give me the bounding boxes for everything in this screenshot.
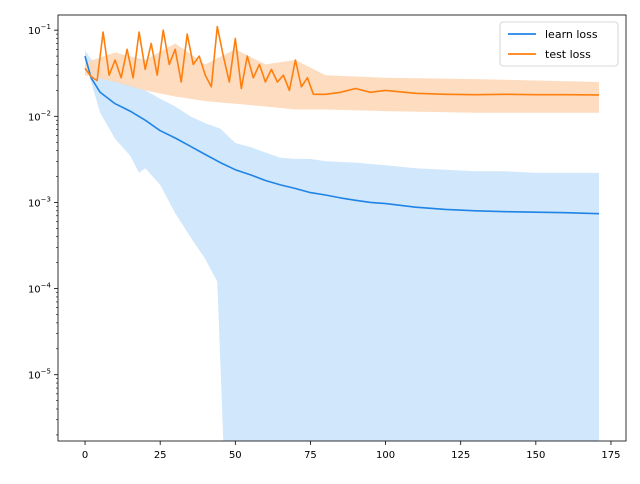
legend-box <box>499 21 619 67</box>
x-tick-label: 100 <box>376 450 395 461</box>
line-test-loss <box>84 25 600 96</box>
x-tick-label: 25 <box>154 450 167 461</box>
y-tick-label: 10−2 <box>28 109 51 123</box>
legend-label: learn loss <box>545 28 598 41</box>
y-tick-label: 10−4 <box>28 282 52 296</box>
y-tick-label: 10−3 <box>28 195 51 209</box>
x-tick-label: 75 <box>304 450 317 461</box>
legend: learn loss test loss <box>499 21 619 67</box>
confidence-bands <box>85 43 599 441</box>
y-tick-label: 10−5 <box>28 368 51 382</box>
x-tick-label: 150 <box>526 450 545 461</box>
axes: 0 25 50 75 100 125 150 175 10−5 10−4 10−3 10−2 10−1 <box>28 14 627 461</box>
line-learn-loss <box>84 55 600 215</box>
y-tick-label: 10−1 <box>28 23 51 37</box>
x-tick-label: 50 <box>229 450 242 461</box>
x-tick-label: 0 <box>82 450 88 461</box>
x-tick-label: 175 <box>601 450 620 461</box>
x-tick-label: 125 <box>451 450 470 461</box>
plot-frame <box>57 14 627 442</box>
legend-label: test loss <box>545 48 591 61</box>
band-learn-loss <box>85 50 599 441</box>
series-lines <box>84 25 600 215</box>
